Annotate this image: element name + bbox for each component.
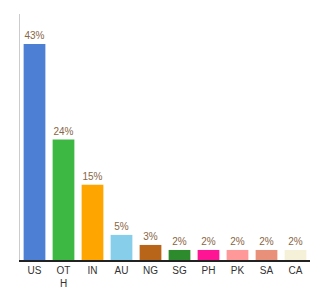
svg-text:2%: 2% [259,236,274,247]
svg-text:43%: 43% [24,30,44,41]
svg-text:SG: SG [172,265,187,276]
svg-text:CA: CA [289,265,303,276]
svg-text:2%: 2% [230,236,245,247]
svg-text:2%: 2% [288,236,303,247]
svg-text:SA: SA [260,265,274,276]
svg-text:NG: NG [143,265,158,276]
svg-text:2%: 2% [172,236,187,247]
svg-text:2%: 2% [201,236,216,247]
svg-text:PH: PH [202,265,216,276]
svg-text:OTH: OTH [57,265,71,289]
svg-text:15%: 15% [82,171,102,182]
svg-text:IN: IN [88,265,98,276]
svg-text:PK: PK [231,265,245,276]
svg-text:US: US [28,265,42,276]
svg-text:24%: 24% [53,126,73,137]
svg-text:3%: 3% [143,231,158,242]
svg-text:5%: 5% [114,221,129,232]
svg-text:AU: AU [115,265,129,276]
